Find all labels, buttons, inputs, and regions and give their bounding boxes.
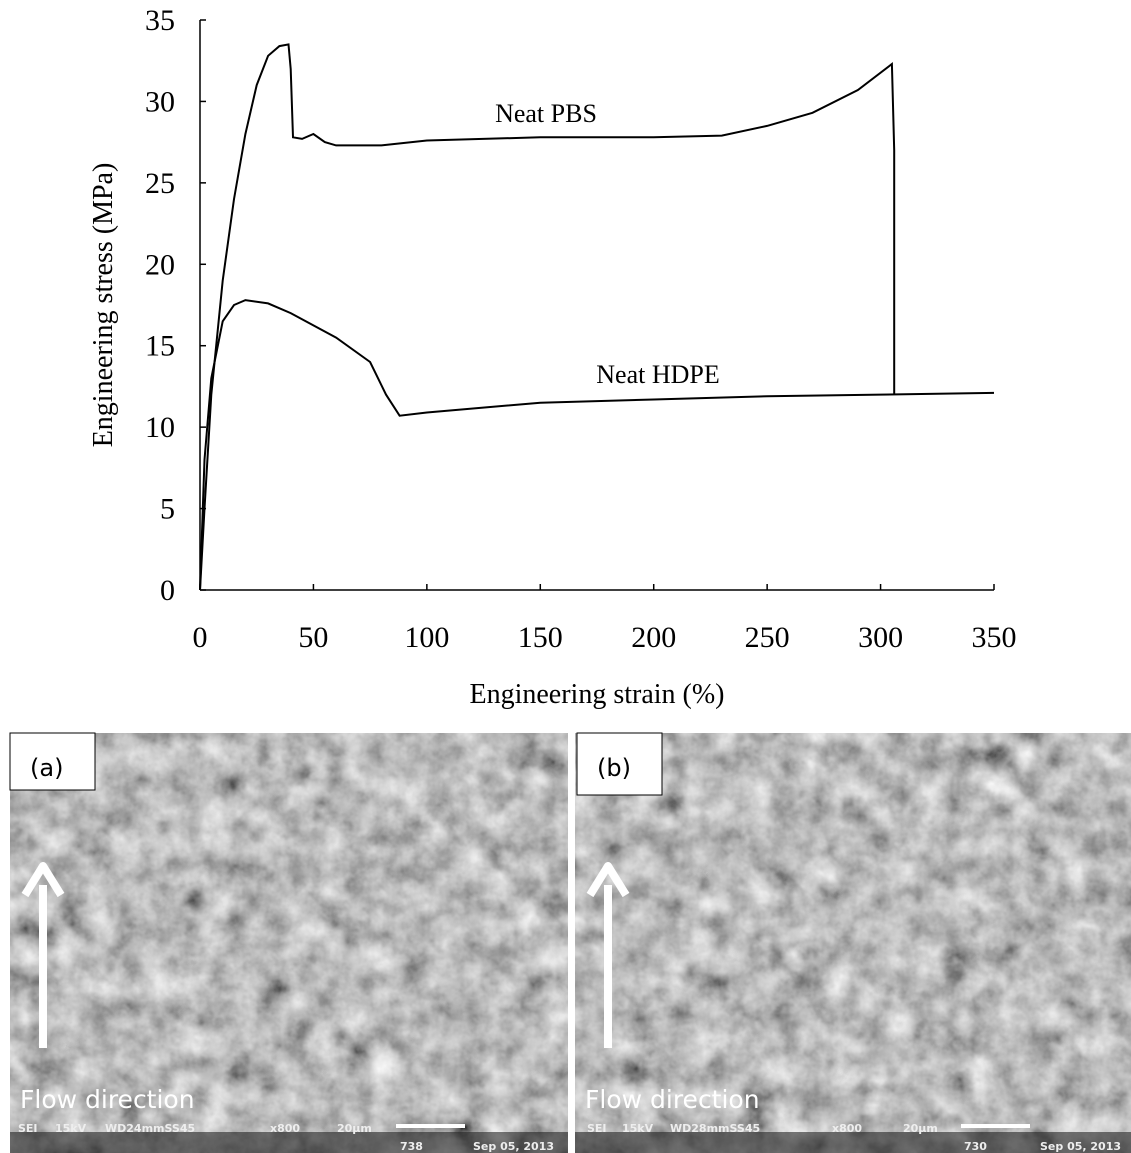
sem-info: 738 [400, 1140, 423, 1153]
y-tick-label: 15 [145, 330, 175, 363]
x-axis-label: Engineering strain (%) [469, 679, 724, 710]
y-tick-label: 25 [145, 167, 175, 200]
x-tick-label: 200 [631, 621, 676, 654]
y-tick-label: 0 [160, 574, 175, 607]
y-tick-label: 5 [160, 493, 175, 526]
sem-info: Sep 05, 2013 [1040, 1140, 1121, 1153]
y-tick-label: 30 [145, 85, 175, 118]
sem-info: 15kV [622, 1122, 654, 1135]
sem-info: SEI [18, 1122, 38, 1135]
sem-info: 15kV [55, 1122, 87, 1135]
sem-info: SEI [587, 1122, 607, 1135]
flow-caption: Flow direction [585, 1085, 760, 1114]
y-tick-label: 10 [145, 411, 175, 444]
flow-caption: Flow direction [20, 1085, 195, 1114]
panel-label: (b) [597, 754, 631, 782]
sem-info: x800 [270, 1122, 300, 1135]
x-tick-label: 300 [858, 621, 903, 654]
y-tick-label: 20 [145, 248, 175, 281]
x-tick-label: 0 [193, 621, 208, 654]
x-tick-label: 50 [298, 621, 328, 654]
x-tick-label: 100 [404, 621, 449, 654]
panel-label: (a) [30, 754, 63, 782]
y-tick-label: 35 [145, 4, 175, 37]
sem-panel: (a) Flow direction SEI 15kV WD24mmSS45 x800 20… [10, 733, 568, 1153]
series-label: Neat HDPE [596, 360, 719, 389]
sem-info: 20µm [903, 1122, 938, 1135]
x-tick-label: 150 [518, 621, 563, 654]
sem-info: 20µm [337, 1122, 372, 1135]
sem-info: x800 [832, 1122, 862, 1135]
y-axis-label: Engineering stress (MPa) [88, 163, 119, 448]
line [200, 300, 994, 590]
x-tick-label: 250 [745, 621, 790, 654]
sem-panel: (b) Flow direction SEI 15kV WD28mmSS45 x800 20… [575, 733, 1131, 1153]
figure: 05101520253035050100150200250300350Engin… [0, 0, 1131, 1153]
sem-info: WD24mmSS45 [105, 1122, 195, 1135]
sem-panels: (a) Flow direction SEI 15kV WD24mmSS45 x800 20… [10, 733, 1131, 1153]
x-tick-label: 350 [972, 621, 1017, 654]
sem-info: Sep 05, 2013 [473, 1140, 554, 1153]
series-label: Neat PBS [495, 99, 597, 128]
sem-info: 730 [964, 1140, 987, 1153]
sem-info: WD28mmSS45 [670, 1122, 760, 1135]
